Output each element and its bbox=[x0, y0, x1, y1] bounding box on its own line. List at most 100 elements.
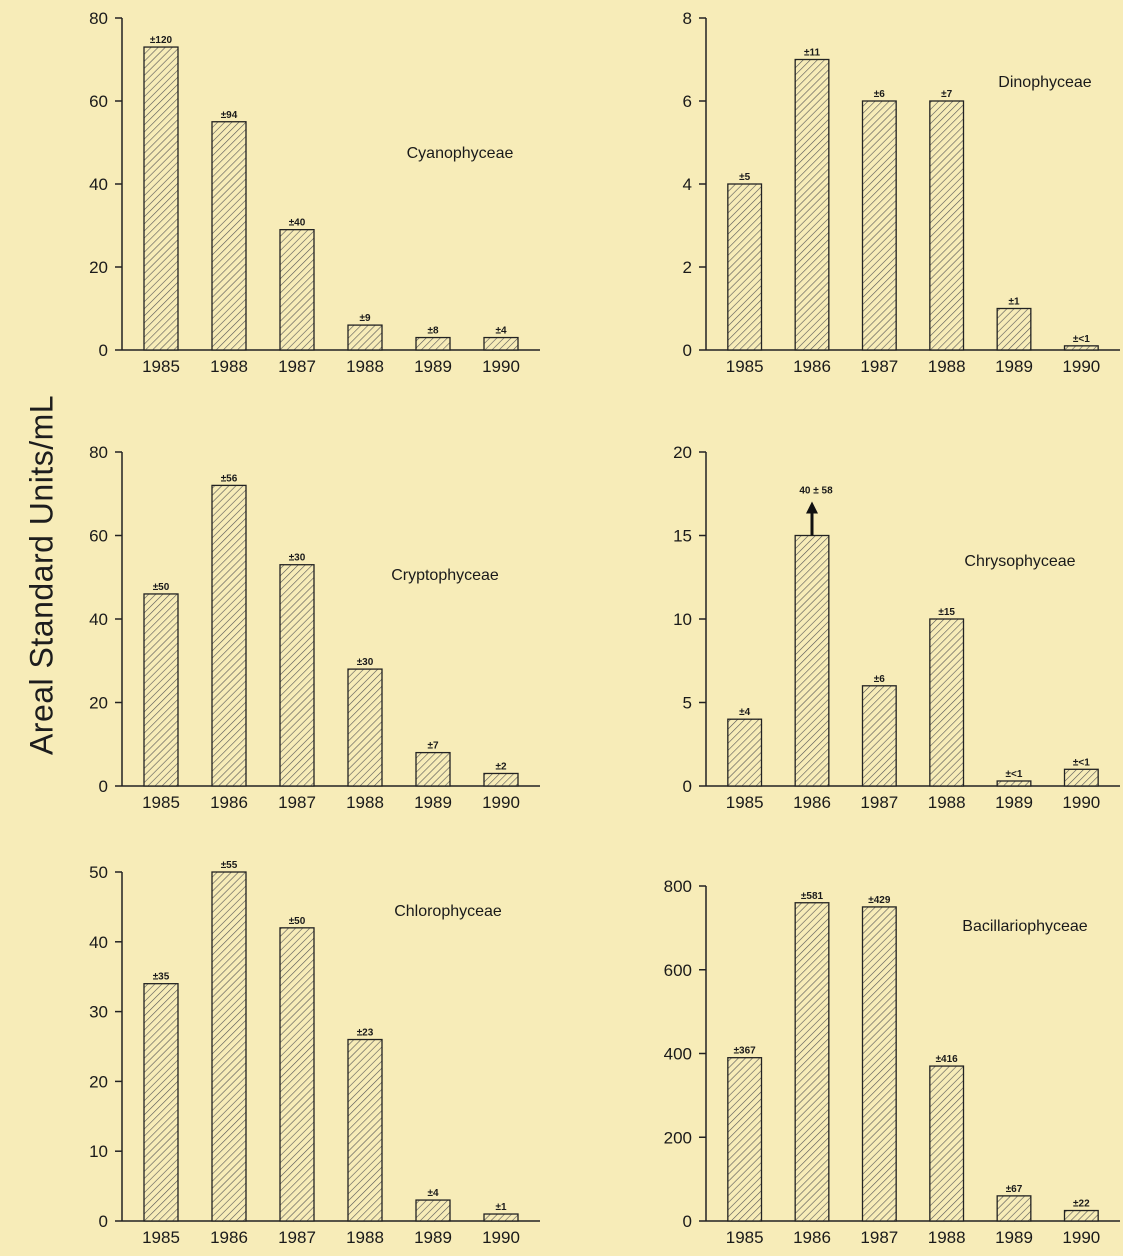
error-label: ±67 bbox=[1006, 1184, 1023, 1195]
bar-1988 bbox=[929, 100, 965, 351]
overflow-annotation: 40 ± 58 bbox=[799, 486, 833, 497]
bar-1990 bbox=[483, 336, 519, 351]
bar-1985 bbox=[727, 718, 763, 787]
y-tick-label: 0 bbox=[683, 341, 692, 360]
bar-1988 bbox=[347, 1038, 383, 1222]
x-tick-label: 1990 bbox=[482, 357, 520, 376]
x-tick-label: 1989 bbox=[995, 1228, 1033, 1247]
error-label: ±30 bbox=[357, 657, 374, 668]
y-tick-label: 0 bbox=[99, 341, 108, 360]
y-tick-label: 60 bbox=[89, 92, 108, 111]
y-tick-label: 15 bbox=[673, 527, 692, 546]
x-tick-label: 1990 bbox=[1062, 1228, 1100, 1247]
x-tick-label: 1988 bbox=[346, 357, 384, 376]
error-label: ±5 bbox=[739, 172, 750, 183]
y-tick-label: 600 bbox=[664, 961, 692, 980]
x-tick-label: 1989 bbox=[995, 793, 1033, 812]
error-label: ±11 bbox=[804, 48, 820, 59]
x-tick-label: 1989 bbox=[414, 1228, 452, 1247]
error-label: ±15 bbox=[938, 607, 955, 618]
overflow-arrow-icon bbox=[806, 501, 818, 514]
x-tick-label: 1988 bbox=[210, 357, 248, 376]
panel-dinophyceae: 0 2 4 6 8 1985 ±5 1986 ±11 1987 ±6 1988 ±7 1989 ±1 1990… bbox=[683, 9, 1120, 376]
y-tick-label: 20 bbox=[89, 694, 108, 713]
bar-1986 bbox=[211, 871, 247, 1222]
error-label: ±55 bbox=[221, 860, 238, 871]
y-tick-label: 40 bbox=[89, 610, 108, 629]
x-tick-label: 1985 bbox=[726, 357, 764, 376]
error-label: ±22 bbox=[1073, 1199, 1090, 1210]
y-tick-label: 40 bbox=[89, 933, 108, 952]
x-tick-label: 1990 bbox=[482, 793, 520, 812]
panel-title: Chlorophyceae bbox=[394, 903, 502, 920]
x-tick-label: 1987 bbox=[278, 357, 316, 376]
y-tick-label: 80 bbox=[89, 9, 108, 28]
bar-1987 bbox=[861, 100, 897, 351]
axes bbox=[699, 451, 1120, 787]
y-tick-label: 0 bbox=[683, 1212, 692, 1231]
x-tick-label: 1988 bbox=[346, 793, 384, 812]
panel-title: Chrysophyceae bbox=[964, 553, 1075, 570]
bar-1987 bbox=[861, 685, 897, 787]
axes bbox=[115, 17, 540, 351]
panel-cryptophyceae: 0 20 40 60 80 1985 ±50 1986 ±56 1987 ±30 1988 ±30 198… bbox=[89, 443, 540, 812]
x-tick-label: 1988 bbox=[346, 1228, 384, 1247]
y-tick-label: 2 bbox=[683, 258, 692, 277]
error-label: ±2 bbox=[495, 761, 506, 772]
bar-1985 bbox=[143, 983, 179, 1222]
error-label: ±50 bbox=[153, 582, 170, 593]
panel-title: Bacillariophyceae bbox=[962, 918, 1088, 935]
error-label: ±4 bbox=[739, 707, 750, 718]
y-tick-label: 200 bbox=[664, 1128, 692, 1147]
y-tick-label: 800 bbox=[664, 877, 692, 896]
bar-1990 bbox=[1063, 1209, 1099, 1222]
x-tick-label: 1987 bbox=[860, 1228, 898, 1247]
x-tick-label: 1990 bbox=[482, 1228, 520, 1247]
y-tick-label: 60 bbox=[89, 527, 108, 546]
y-tick-label: 20 bbox=[673, 443, 692, 462]
error-label: ±30 bbox=[289, 553, 306, 564]
axes bbox=[115, 451, 540, 787]
bar-1989 bbox=[415, 1199, 451, 1222]
bar-1990 bbox=[483, 772, 519, 787]
x-tick-label: 1988 bbox=[928, 1228, 966, 1247]
bar-1989 bbox=[415, 751, 451, 787]
bar-1987 bbox=[279, 564, 315, 787]
y-tick-label: 400 bbox=[664, 1045, 692, 1064]
bar-1986 bbox=[211, 484, 247, 787]
error-label: ±416 bbox=[936, 1054, 959, 1065]
x-tick-label: 1986 bbox=[210, 793, 248, 812]
x-tick-label: 1986 bbox=[210, 1228, 248, 1247]
bar-1986 bbox=[794, 534, 830, 787]
error-label: ±7 bbox=[941, 89, 952, 100]
x-tick-label: 1989 bbox=[414, 793, 452, 812]
axes bbox=[699, 17, 1120, 351]
x-tick-label: 1988 bbox=[928, 357, 966, 376]
bar-1990 bbox=[1063, 345, 1099, 351]
x-tick-label: 1985 bbox=[142, 1228, 180, 1247]
y-tick-label: 4 bbox=[683, 175, 692, 194]
error-label: ±8 bbox=[427, 326, 438, 337]
bar-1985 bbox=[727, 1057, 763, 1222]
x-tick-label: 1988 bbox=[928, 793, 966, 812]
error-label: ±50 bbox=[289, 916, 306, 927]
bar-1986 bbox=[794, 902, 830, 1222]
error-label: ±7 bbox=[427, 741, 438, 752]
bar-1987 bbox=[279, 228, 315, 351]
bar-1990 bbox=[483, 1213, 519, 1222]
bar-1988 bbox=[347, 324, 383, 351]
x-tick-label: 1986 bbox=[793, 793, 831, 812]
bar-1987 bbox=[279, 927, 315, 1222]
error-label: ±<1 bbox=[1073, 334, 1090, 345]
x-tick-label: 1985 bbox=[726, 1228, 764, 1247]
x-tick-label: 1985 bbox=[726, 793, 764, 812]
y-tick-label: 10 bbox=[673, 610, 692, 629]
axes bbox=[115, 871, 540, 1222]
error-label: ±35 bbox=[153, 972, 170, 983]
bar-1987 bbox=[861, 906, 897, 1222]
panel-title: Cryptophyceae bbox=[391, 567, 499, 584]
x-tick-label: 1987 bbox=[278, 793, 316, 812]
bar-1988 bbox=[929, 618, 965, 787]
bar-1985 bbox=[727, 183, 763, 351]
